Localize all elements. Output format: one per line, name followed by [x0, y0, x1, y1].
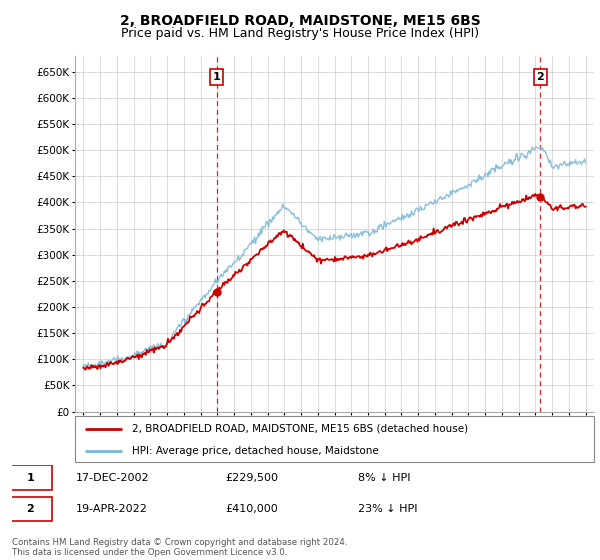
Text: 1: 1 [26, 473, 34, 483]
Text: 19-APR-2022: 19-APR-2022 [76, 504, 147, 514]
Text: Contains HM Land Registry data © Crown copyright and database right 2024.
This d: Contains HM Land Registry data © Crown c… [12, 538, 347, 557]
FancyBboxPatch shape [9, 497, 52, 521]
Text: £229,500: £229,500 [225, 473, 278, 483]
Text: 17-DEC-2002: 17-DEC-2002 [76, 473, 149, 483]
Text: £410,000: £410,000 [225, 504, 278, 514]
Text: 8% ↓ HPI: 8% ↓ HPI [358, 473, 410, 483]
Text: HPI: Average price, detached house, Maidstone: HPI: Average price, detached house, Maid… [132, 446, 379, 455]
Text: 2, BROADFIELD ROAD, MAIDSTONE, ME15 6BS: 2, BROADFIELD ROAD, MAIDSTONE, ME15 6BS [119, 14, 481, 28]
Text: 2: 2 [26, 504, 34, 514]
Text: Price paid vs. HM Land Registry's House Price Index (HPI): Price paid vs. HM Land Registry's House … [121, 27, 479, 40]
FancyBboxPatch shape [75, 416, 594, 462]
Text: 2, BROADFIELD ROAD, MAIDSTONE, ME15 6BS (detached house): 2, BROADFIELD ROAD, MAIDSTONE, ME15 6BS … [132, 424, 468, 434]
FancyBboxPatch shape [9, 465, 52, 490]
Text: 2: 2 [536, 72, 544, 82]
Text: 23% ↓ HPI: 23% ↓ HPI [358, 504, 417, 514]
Text: 1: 1 [213, 72, 221, 82]
